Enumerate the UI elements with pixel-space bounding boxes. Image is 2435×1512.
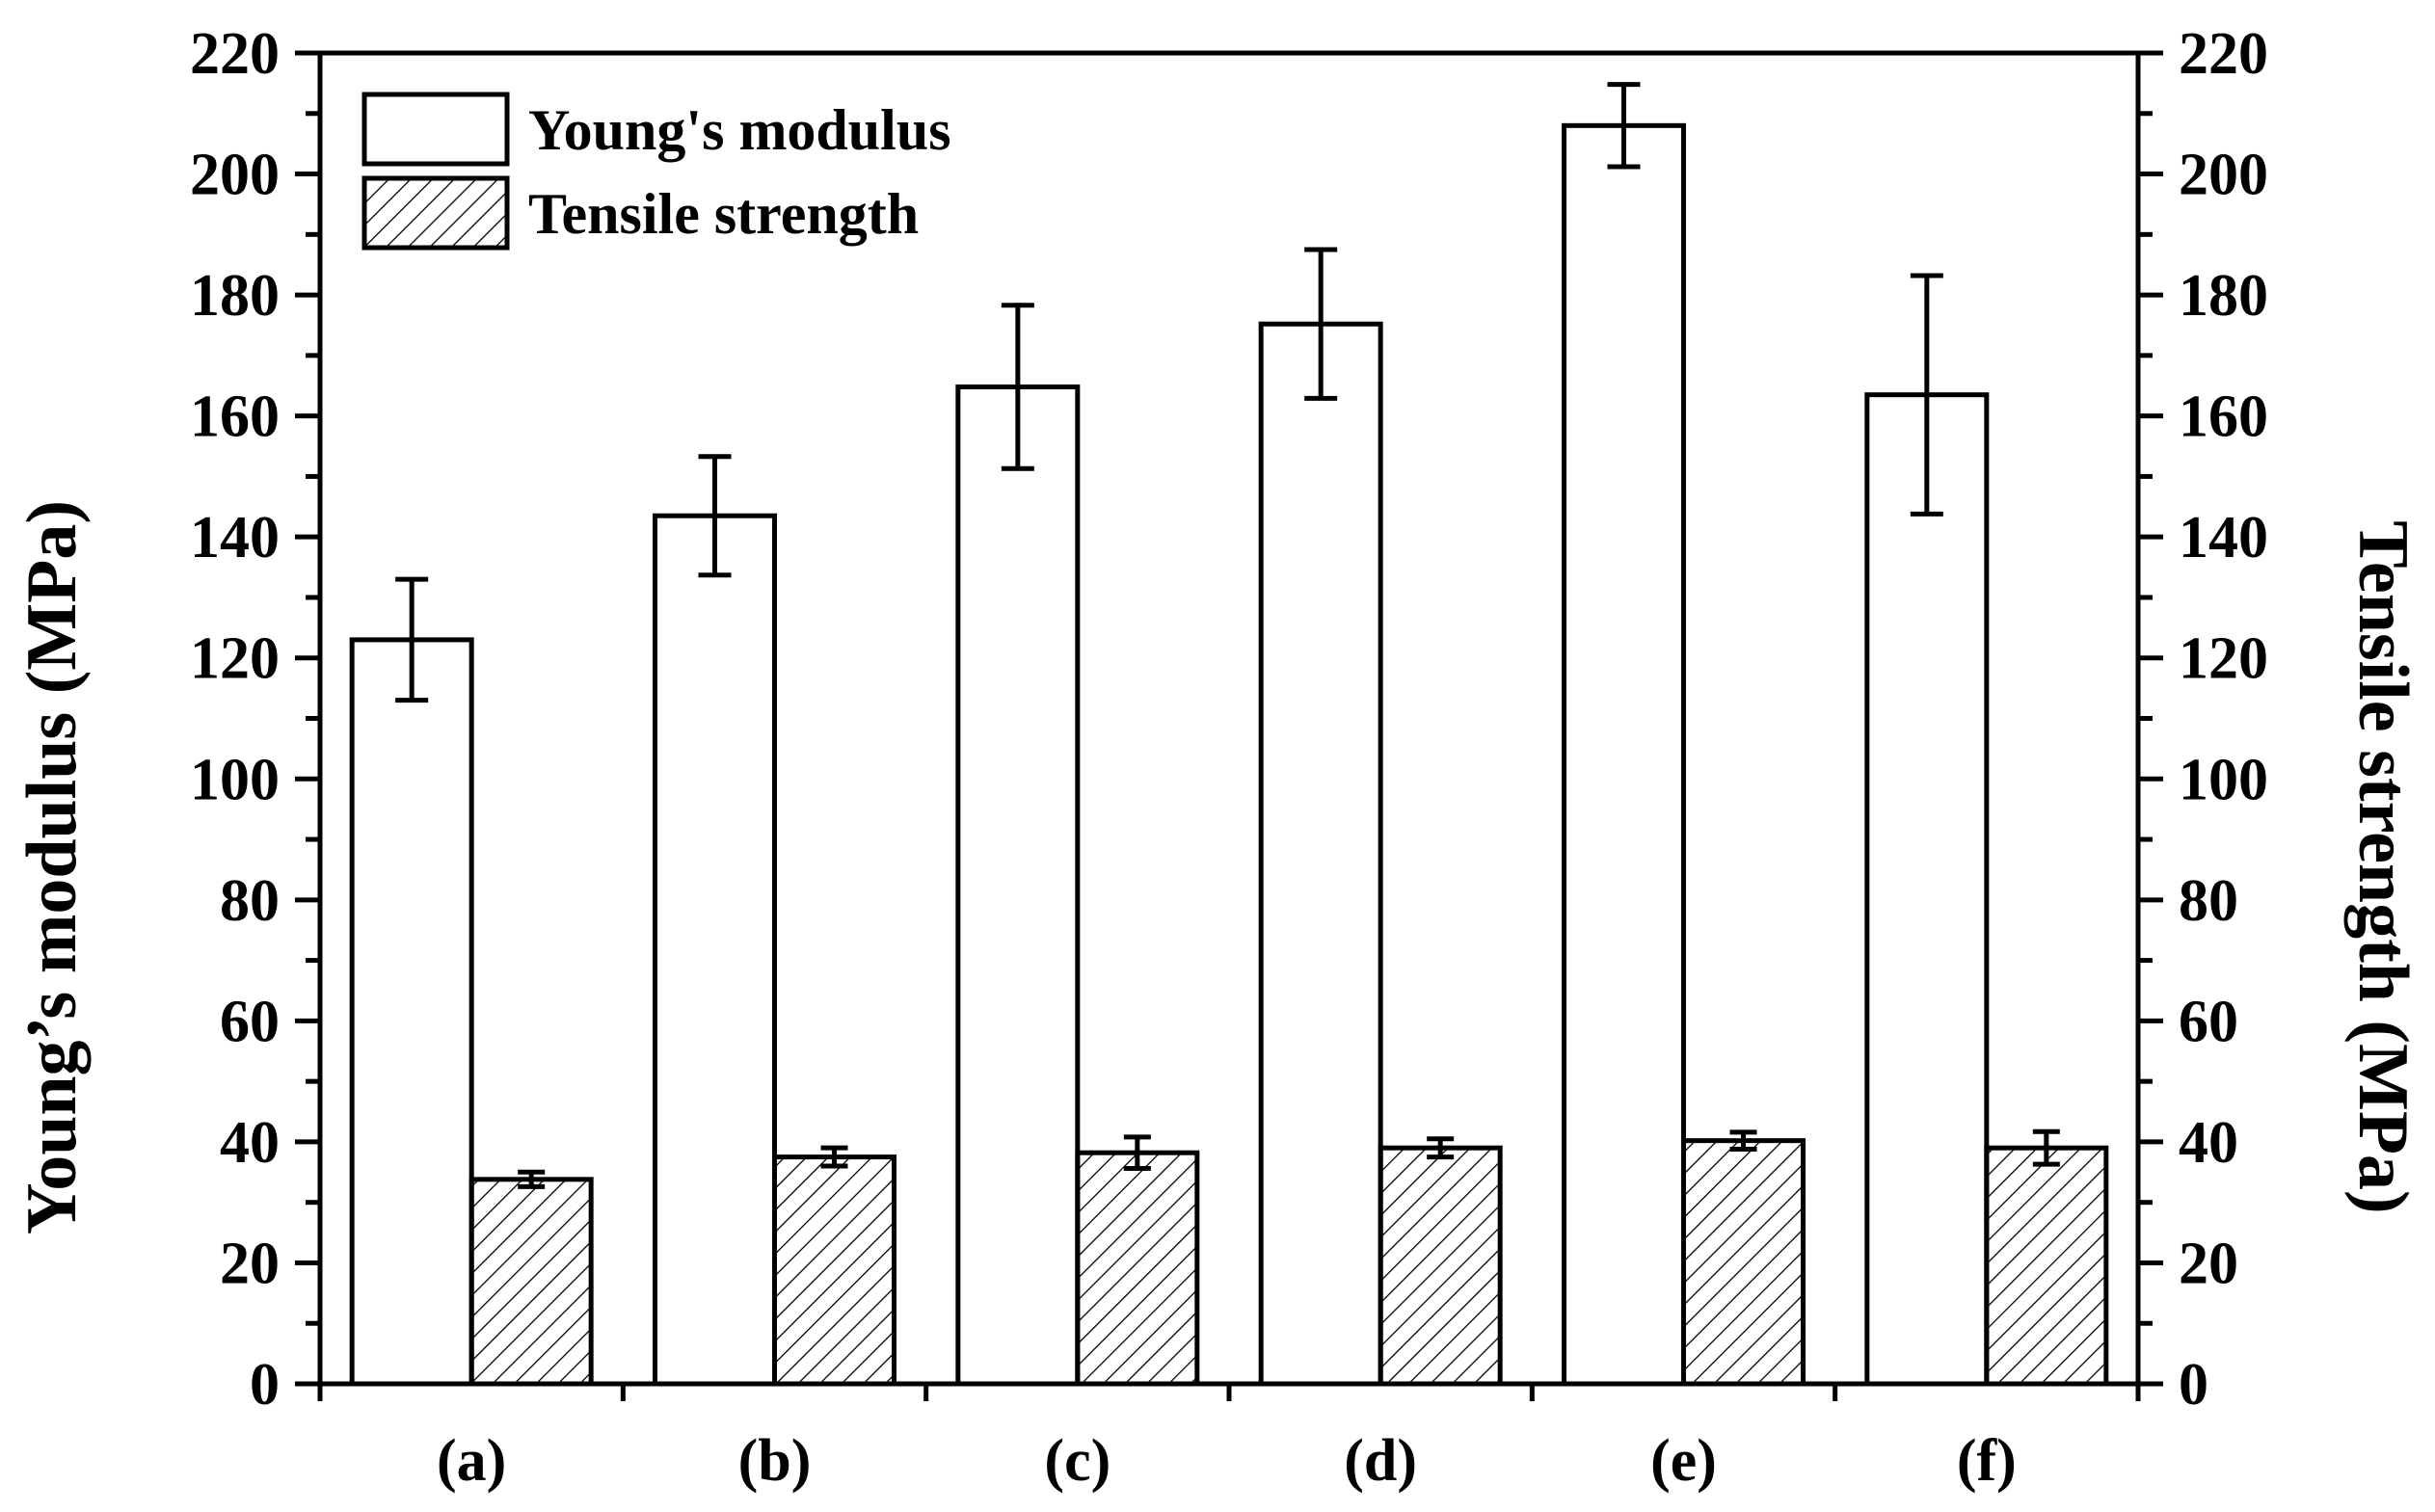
y2-tick-label: 40 xyxy=(2179,1110,2238,1176)
x-tick-label: (c) xyxy=(1044,1428,1110,1494)
bar-youngs-modulus xyxy=(955,385,1081,1387)
x-tick-label: (e) xyxy=(1650,1428,1717,1494)
bar-tensile-strength xyxy=(468,1177,594,1387)
y2-tick-label: 0 xyxy=(2179,1352,2208,1418)
error-bar-youngs-modulus xyxy=(698,454,732,578)
bar-youngs-modulus xyxy=(1562,122,1686,1387)
error-bar-youngs-modulus xyxy=(395,576,429,703)
error-bar-tensile-strength xyxy=(1729,1129,1757,1152)
bar-tensile-strength xyxy=(1378,1145,1503,1387)
y-tick-label: 120 xyxy=(190,626,280,692)
x-tick-label: (b) xyxy=(738,1428,812,1494)
error-bar-tensile-strength xyxy=(518,1169,546,1189)
y-tick-label: 140 xyxy=(190,505,280,570)
bar-youngs-modulus xyxy=(1258,321,1383,1387)
legend-swatch-youngs-modulus xyxy=(361,92,510,167)
bars-layer xyxy=(349,82,2109,1387)
bar-youngs-modulus xyxy=(1864,392,1990,1387)
bar-youngs-modulus xyxy=(653,513,777,1387)
bar-tensile-strength xyxy=(1681,1138,1806,1387)
error-bar-tensile-strength xyxy=(820,1145,848,1169)
axes-layer: 0 0 20 20 40 40 60 60 80 80 100 100 120 120 140 140 160 1… xyxy=(190,21,2268,1494)
error-bar-youngs-modulus xyxy=(1001,303,1034,471)
bar-tensile-strength xyxy=(772,1154,896,1387)
y2-tick-label: 80 xyxy=(2179,868,2238,934)
legend: Young's modulus Tensile strength xyxy=(361,92,951,251)
error-bar-youngs-modulus xyxy=(1910,273,1943,517)
y-tick-label: 20 xyxy=(220,1231,280,1296)
y2-tick-label: 140 xyxy=(2179,505,2268,570)
error-bar-tensile-strength xyxy=(2032,1128,2060,1167)
error-bar-tensile-strength xyxy=(1123,1134,1151,1172)
error-bar-tensile-strength xyxy=(1427,1136,1455,1160)
y-tick-label: 200 xyxy=(190,143,280,208)
x-tick-label: (a) xyxy=(437,1428,506,1494)
y-tick-label: 40 xyxy=(220,1110,280,1176)
error-bar-youngs-modulus xyxy=(1607,82,1641,170)
error-bar-youngs-modulus xyxy=(1304,247,1338,401)
y-tick-label: 60 xyxy=(220,989,280,1054)
y-tick-label: 80 xyxy=(220,868,280,934)
y2-tick-label: 220 xyxy=(2179,21,2268,87)
bar-tensile-strength xyxy=(1075,1150,1200,1387)
y-tick-label: 180 xyxy=(190,263,280,329)
y-tick-label: 220 xyxy=(190,21,280,87)
x-tick-label: (d) xyxy=(1344,1428,1417,1494)
y-axis-label: Young’s modulus (MPa) xyxy=(13,500,92,1234)
y2-tick-label: 120 xyxy=(2179,626,2268,692)
y2-tick-label: 20 xyxy=(2179,1231,2238,1296)
y2-axis-label: Tensile strength (MPa) xyxy=(2343,520,2422,1213)
y-tick-label: 0 xyxy=(250,1352,280,1418)
bar-youngs-modulus xyxy=(349,637,474,1387)
y2-tick-label: 200 xyxy=(2179,143,2268,208)
legend-swatch-tensile-strength xyxy=(361,175,510,251)
legend-label-tensile-strength: Tensile strength xyxy=(528,182,919,246)
x-tick-label: (f) xyxy=(1957,1428,2017,1494)
y2-tick-label: 100 xyxy=(2179,747,2268,812)
y-tick-label: 100 xyxy=(190,747,280,812)
y2-tick-label: 180 xyxy=(2179,263,2268,329)
y2-tick-label: 60 xyxy=(2179,989,2238,1054)
y-tick-label: 160 xyxy=(190,385,280,450)
legend-label-youngs-modulus: Young's modulus xyxy=(528,98,951,162)
bar-tensile-strength xyxy=(1984,1145,2109,1387)
y2-tick-label: 160 xyxy=(2179,385,2268,450)
